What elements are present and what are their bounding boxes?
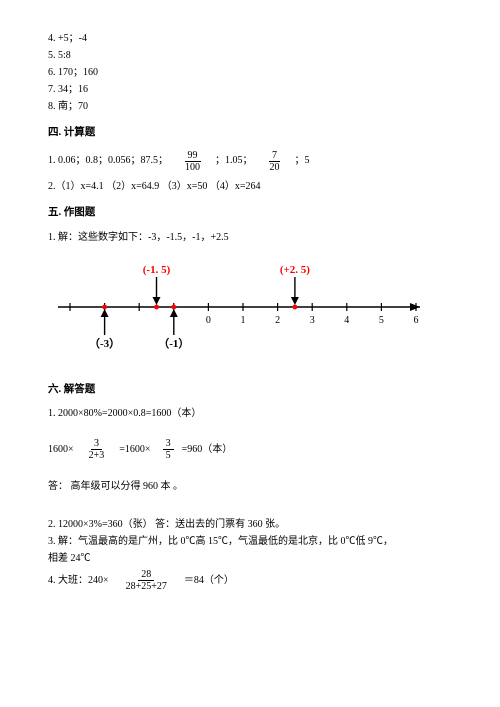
frac-num: 7 <box>269 150 280 162</box>
svg-text:6: 6 <box>414 315 419 326</box>
number-line: 0 1 2 3 4 5 6 (-1. 5) (+2. 5) （-3） （-1） <box>48 252 450 368</box>
q1c: 答： 高年级可以分得 960 本 。 <box>48 479 450 495</box>
ans-4: 4. +5；-4 <box>48 31 450 47</box>
section-6-title: 六. 解答题 <box>48 382 450 399</box>
q4: 4. 大班：240× 28 28+25+27 ＝84（个） <box>48 569 450 592</box>
section-5-title: 五. 作图题 <box>48 205 450 222</box>
svg-text:5: 5 <box>379 315 384 326</box>
svg-text:(+2. 5): (+2. 5) <box>280 264 310 276</box>
frac-den: 5 <box>163 450 174 461</box>
ans-5: 5. 5:8 <box>48 48 450 64</box>
svg-text:（-1）: （-1） <box>158 337 189 350</box>
q2: 2. 12000×3%=360（张） 答：送出去的门票有 360 张。 <box>48 517 450 533</box>
q1b-a: 1600× <box>48 442 74 458</box>
sec4-row1: 1. 0.06；0.8；0.056；87.5； 99 100 ；1.05； 7 … <box>48 150 450 173</box>
q3b: 相差 24℃ <box>48 551 450 567</box>
number-line-svg: 0 1 2 3 4 5 6 (-1. 5) (+2. 5) （-3） （-1） <box>48 252 438 362</box>
sec4-row2: 2.（1）x=4.1 （2）x=64.9 （3）x=50 （4）x=264 <box>48 179 450 195</box>
frac-num: 3 <box>163 438 174 450</box>
frac-num: 3 <box>91 438 102 450</box>
sec4-r1c: ；5 <box>295 153 310 169</box>
frac-den: 20 <box>267 162 283 173</box>
q4-b: ＝84（个） <box>184 573 234 589</box>
fraction-3-2p3: 3 2+3 <box>86 438 108 461</box>
svg-text:(-1. 5): (-1. 5) <box>143 264 171 276</box>
svg-text:1: 1 <box>241 315 246 326</box>
frac-num: 28 <box>138 569 154 581</box>
q3a: 3. 解：气温最高的是广州，比 0℃高 15℃，气温最低的是北京，比 0℃低 9… <box>48 534 450 550</box>
sec5-row1: 1. 解：这些数字如下：-3，-1.5，-1，+2.5 <box>48 230 450 246</box>
sec4-r1a: 1. 0.06；0.8；0.056；87.5； <box>48 153 168 169</box>
q4-a: 4. 大班：240× <box>48 573 109 589</box>
frac-den: 100 <box>182 162 203 173</box>
q1b: 1600× 3 2+3 =1600× 3 5 =960（本） <box>48 438 450 461</box>
section-4-title: 四. 计算题 <box>48 125 450 142</box>
ans-6: 6. 170；160 <box>48 65 450 81</box>
page: { "page": { "bg": "#ffffff", "text_color… <box>0 0 500 707</box>
frac-den: 28+25+27 <box>123 581 170 592</box>
sec4-r1b: ；1.05； <box>215 153 253 169</box>
fraction-7-20: 7 20 <box>267 150 283 173</box>
q1b-c: =960（本） <box>182 442 233 458</box>
frac-den: 2+3 <box>86 450 108 461</box>
svg-text:（-3）: （-3） <box>89 337 120 350</box>
q1b-b: =1600× <box>119 442 150 458</box>
ans-7: 7. 34；16 <box>48 82 450 98</box>
svg-text:0: 0 <box>206 315 211 326</box>
svg-text:4: 4 <box>344 315 349 326</box>
ans-8: 8. 南；70 <box>48 99 450 115</box>
frac-num: 99 <box>185 150 201 162</box>
fraction-3-5: 3 5 <box>163 438 174 461</box>
fraction-28-sum: 28 28+25+27 <box>123 569 170 592</box>
svg-text:3: 3 <box>310 315 315 326</box>
q1a: 1. 2000×80%=2000×0.8=1600（本） <box>48 406 450 422</box>
svg-text:2: 2 <box>275 315 280 326</box>
fraction-99-100: 99 100 <box>182 150 203 173</box>
